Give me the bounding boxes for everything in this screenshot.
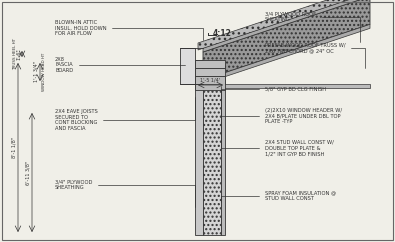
Text: WINDOW HEAD HT: WINDOW HEAD HT — [42, 53, 46, 91]
Text: TRUSS HEEL HT: TRUSS HEEL HT — [13, 38, 17, 70]
Bar — [221, 60, 225, 235]
Text: 2X8
FASCIA
BOARD: 2X8 FASCIA BOARD — [55, 57, 185, 73]
Bar — [195, 60, 225, 68]
Text: SPRAY FOAM INSULATION @
STUD WALL CONST: SPRAY FOAM INSULATION @ STUD WALL CONST — [221, 191, 336, 202]
Text: 4:12: 4:12 — [213, 30, 231, 38]
Bar — [180, 48, 195, 84]
Polygon shape — [198, 0, 380, 50]
Text: 3/4" PLYWOOD
SHEATHING: 3/4" PLYWOOD SHEATHING — [55, 180, 195, 207]
Text: 2X4 STUD WALL CONST W/
DOUBLE TOP PLATE &
1/2" INT GYP BD FINISH: 2X4 STUD WALL CONST W/ DOUBLE TOP PLATE … — [221, 113, 334, 156]
Text: 1'-6": 1'-6" — [16, 48, 21, 60]
Text: 2X4 EAVE JOISTS
SECURED TO
CONT BLOCKING
AND FASCIA: 2X4 EAVE JOISTS SECURED TO CONT BLOCKING… — [55, 97, 195, 131]
Text: 3/4 PLYWOOD ROOF
SHEATING: 3/4 PLYWOOD ROOF SHEATING — [265, 12, 360, 42]
Bar — [195, 76, 225, 90]
Bar — [203, 84, 370, 88]
Text: 1'-1 3/4": 1'-1 3/4" — [34, 61, 39, 83]
Bar — [203, 60, 221, 235]
Polygon shape — [203, 0, 370, 80]
Text: BLOWN-IN ATTIC
INSUL, HOLD DOWN
FOR AIR FLOW: BLOWN-IN ATTIC INSUL, HOLD DOWN FOR AIR … — [55, 20, 203, 40]
Polygon shape — [203, 0, 370, 52]
Bar — [195, 68, 225, 76]
Text: 6'-11 3/8": 6'-11 3/8" — [26, 160, 31, 185]
Text: PREFAB WOOD ROOF TRUSS W/
2X6 T&B CHORD @ 24" OC: PREFAB WOOD ROOF TRUSS W/ 2X6 T&B CHORD … — [265, 43, 365, 68]
Bar — [195, 60, 203, 235]
Text: (2)2X10 WINDOW HEADER W/
2X4 B/PLATE UNDER DBL TOP
PLATE -TYP: (2)2X10 WINDOW HEADER W/ 2X4 B/PLATE UND… — [221, 86, 342, 124]
Polygon shape — [203, 24, 370, 84]
Text: 8'-1 1/8": 8'-1 1/8" — [12, 137, 17, 158]
Text: 5/8" GYP BD CLG FINISH: 5/8" GYP BD CLG FINISH — [221, 86, 326, 91]
Text: 1'-5 1/4': 1'-5 1/4' — [200, 78, 220, 83]
